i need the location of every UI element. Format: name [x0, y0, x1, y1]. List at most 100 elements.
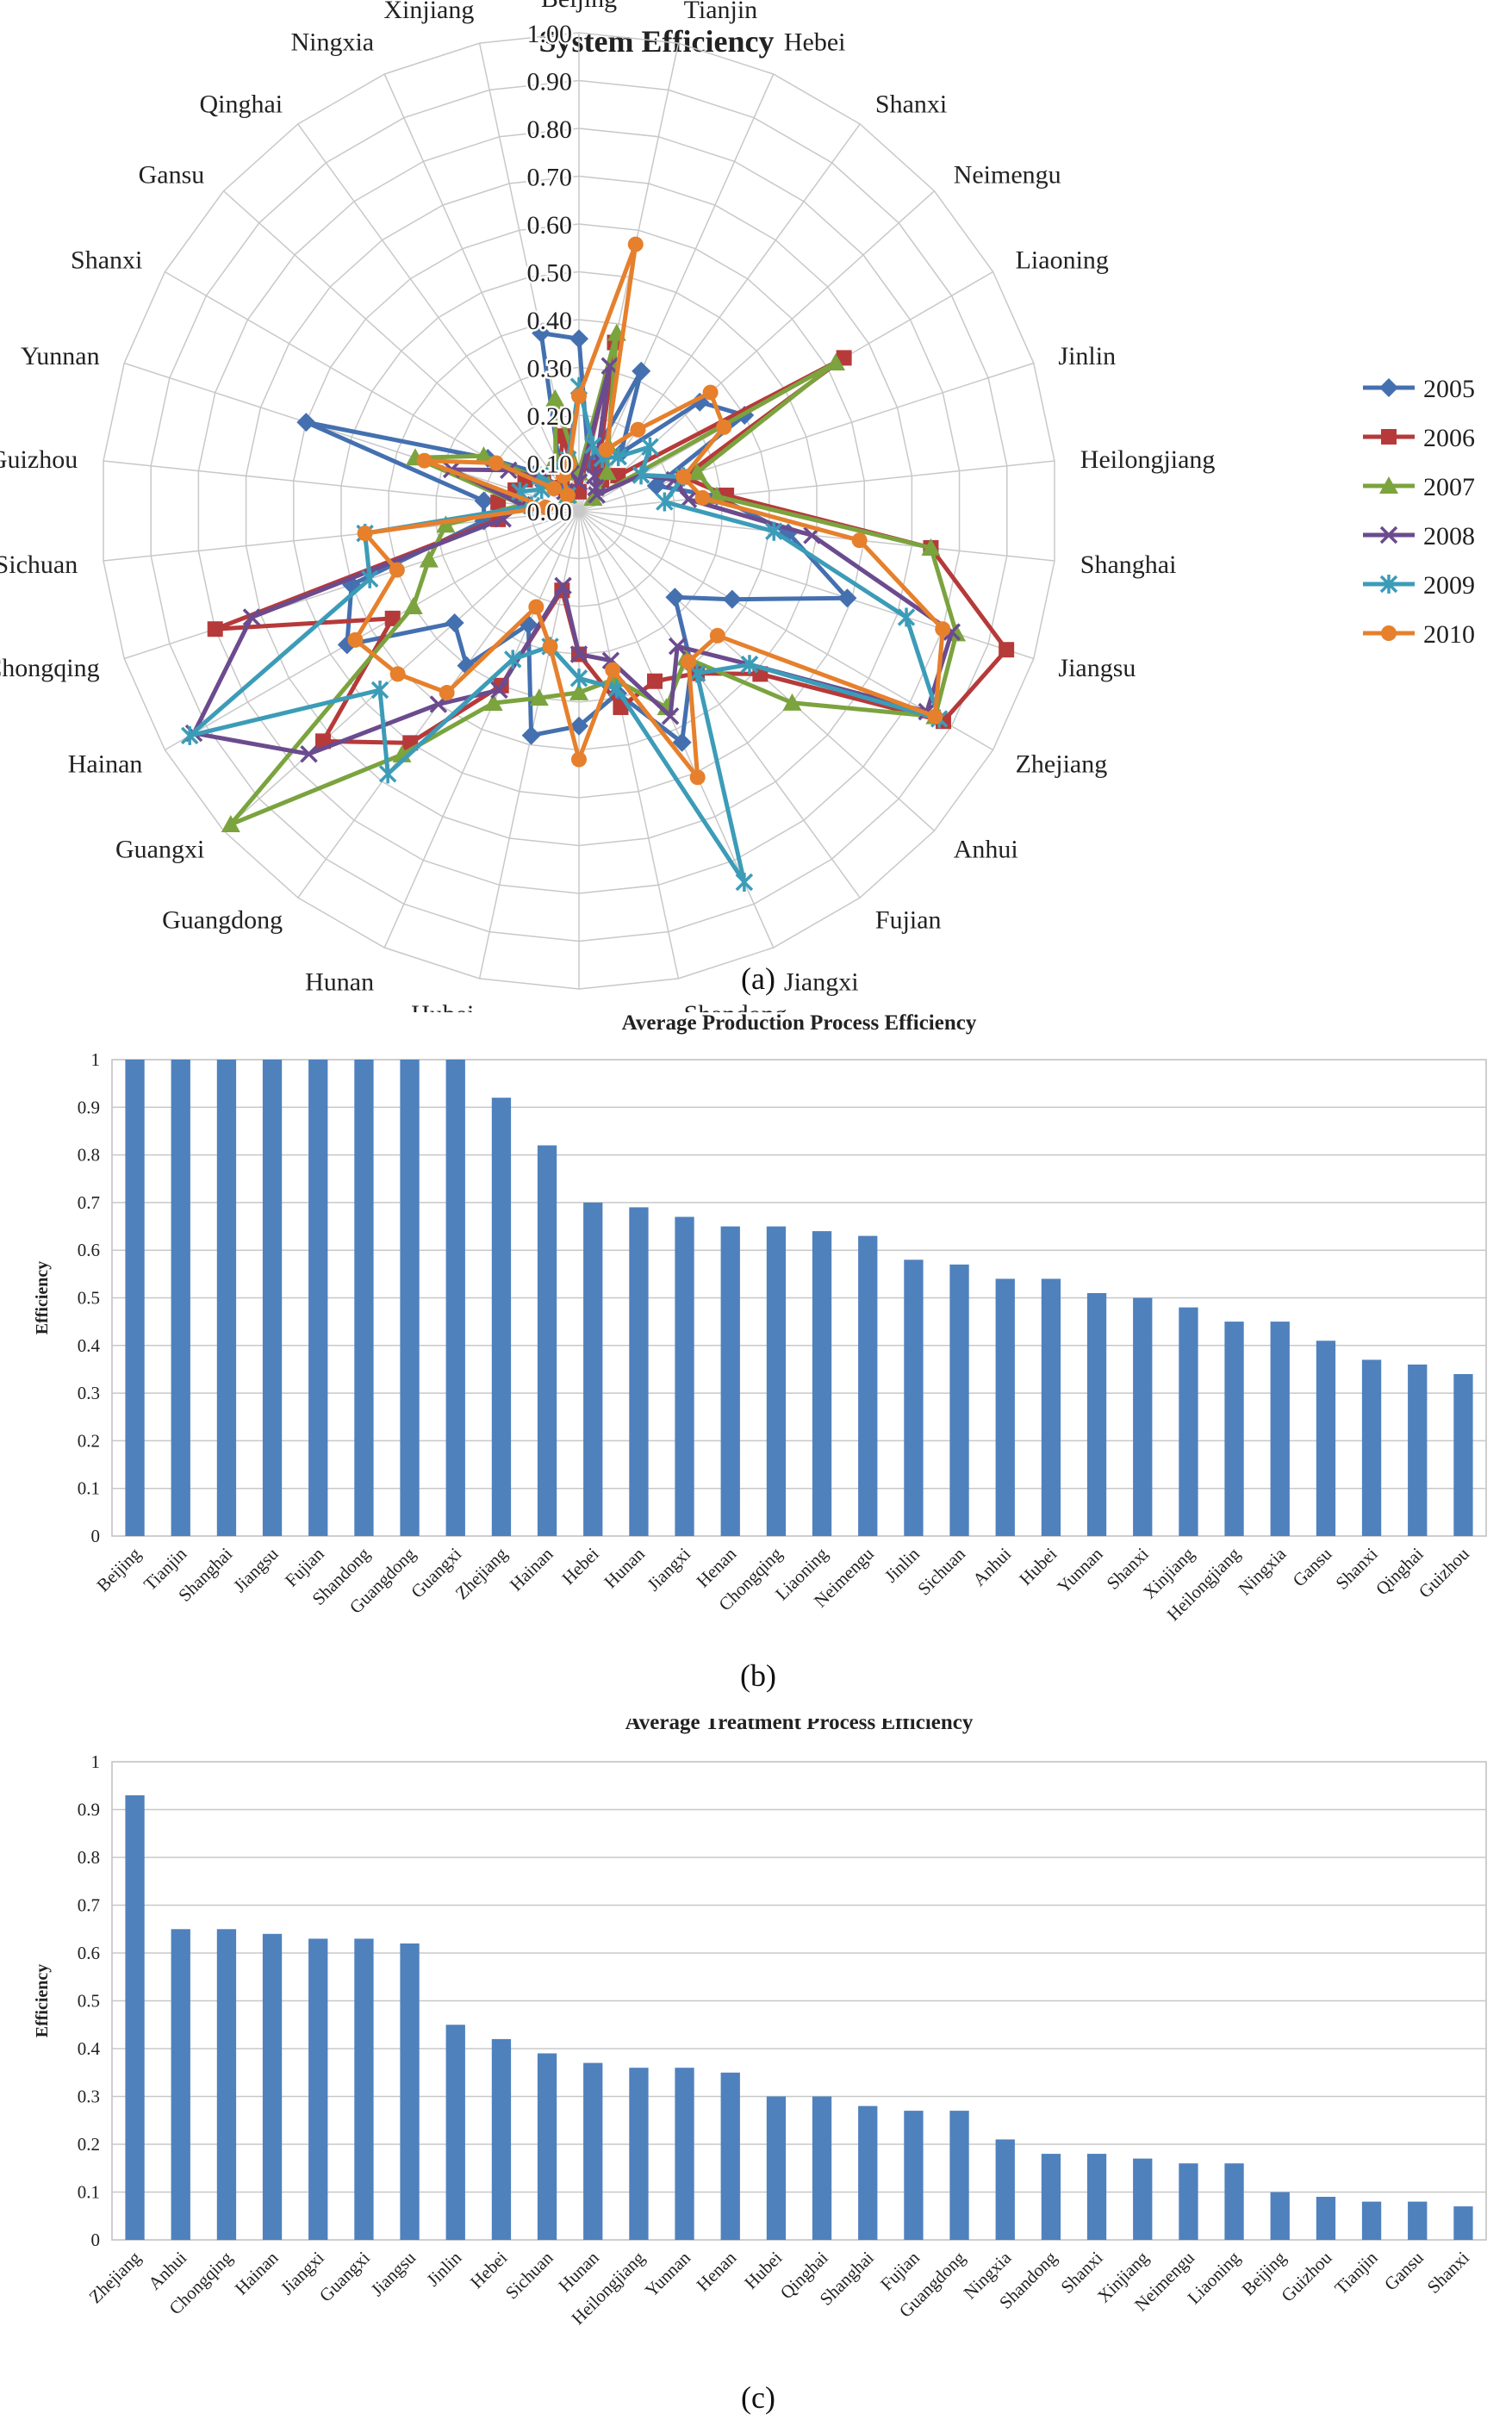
radar-label-shandong: Shandong — [684, 1000, 787, 1012]
bar-c-bar-guangxi — [354, 1938, 374, 2240]
radar-point-2006-jiangxi — [647, 673, 663, 689]
figure-c: Average Treatment Process Efficiency Eff… — [0, 1711, 1512, 2428]
radar-point-2010-shanghai — [851, 532, 868, 549]
bar-b-ytick: 0.8 — [78, 1145, 100, 1166]
radar-point-2009-liaoning — [632, 465, 650, 485]
bar-b-ylabel: Efficiency — [33, 1261, 52, 1335]
bar-b-bar-guizhou — [1453, 1374, 1473, 1536]
bar-b-xlabel-hainan: Hainan — [506, 1543, 557, 1595]
legend-label: 2008 — [1423, 522, 1475, 550]
radar-rtick: 0.90 — [527, 68, 573, 96]
bar-b-xlabel-gansu: Gansu — [1289, 1543, 1336, 1590]
figure-a: System Efficiency BeijingTianjinHebeiSha… — [0, 0, 1512, 1040]
radar-point-2010-anhui — [709, 627, 725, 644]
radar-point-2010-jinlin — [675, 469, 692, 485]
radar-point-2009-tianjin — [583, 435, 602, 455]
radar-point-2008-hubei — [554, 576, 572, 595]
bar-c-ytick: 0.5 — [78, 1991, 100, 2012]
bar-b-ytick: 0.6 — [78, 1240, 100, 1260]
legend-marker — [1379, 526, 1398, 544]
legend-marker — [1379, 575, 1398, 594]
bar-c-xlabel-hainan: Hainan — [231, 2247, 283, 2298]
bar-c-bar-chongqing — [216, 1929, 237, 2241]
radar-point-2009-heilongjiang — [656, 492, 674, 512]
radar-category-labels: Beijing Tianjin Hebei Shanxi Neimengu Liaonin… — [0, 0, 1215, 1040]
bar-c-ytick: 0.3 — [78, 2087, 100, 2107]
bar-c-bar-neimengu — [1179, 2163, 1198, 2240]
radar-point-2005-hubei — [521, 725, 541, 745]
radar-label-hainan: Hainan — [68, 750, 143, 779]
bar-c-xlabel-gansu: Gansu — [1380, 2247, 1428, 2294]
legend-marker — [1379, 378, 1398, 397]
panel-label-c: (c) — [741, 2380, 775, 2415]
radar-point-2010-gansu — [546, 481, 563, 497]
radar-point-2010-shanxi — [488, 455, 504, 471]
legend-marker — [1381, 625, 1397, 641]
radar-point-2010-zhejiang — [927, 708, 943, 725]
bar-b-bar-shandong — [354, 1060, 374, 1536]
radar-spoke — [578, 190, 935, 512]
bar-c-bar-gansu — [1408, 2201, 1428, 2240]
radar-point-2010-ningxia — [555, 468, 571, 484]
bar-b-bar-heilongjiang — [1224, 1322, 1244, 1536]
radar-point-2009-neimengu — [641, 437, 659, 457]
radar-label-anhui: Anhui — [954, 835, 1018, 863]
radar-point-2010-jiangxi — [689, 769, 706, 786]
bar-c-xlabels: Zhejiang AnhuiChongqingHainanJiangxiGuang… — [84, 2247, 1473, 2329]
radar-label-shanxi: Shanxi — [875, 90, 947, 119]
bar-b-bar-hunan — [629, 1207, 649, 1536]
bar-b-bars — [125, 1060, 1473, 1536]
bar-b-xlabel-beijing: Beijing — [92, 1543, 145, 1595]
radar-spoke — [123, 362, 580, 512]
bar-b-bar-zhejiang — [491, 1098, 512, 1536]
radar-spoke — [578, 460, 1055, 512]
bar-b-bar-yunnan — [1086, 1293, 1107, 1536]
bar-c-ytick: 0.2 — [78, 2134, 100, 2155]
bar-b-ytick: 0.2 — [78, 1430, 100, 1451]
bar-c-bar-jiangxi — [308, 1938, 328, 2240]
radar-point-2007-shanxi — [597, 463, 617, 481]
bar-c-xlabel-jiangsu: Jiangsu — [367, 2247, 420, 2300]
bar-b-bar-shanxi — [1133, 1297, 1153, 1536]
bar-b-ytick: 0.3 — [78, 1383, 100, 1403]
radar-point-2008-guangxi — [300, 745, 318, 763]
bar-b-bar-anhui — [995, 1278, 1015, 1536]
radar-point-2005-beijing — [569, 329, 588, 349]
radar-point-2007-chongqing — [419, 550, 439, 568]
bar-b-bar-qinghai — [1408, 1364, 1428, 1536]
radar-point-2009-chongqing — [360, 569, 379, 588]
radar-point-2005-jiangsu — [837, 588, 857, 608]
radar-label-fujian: Fujian — [875, 905, 942, 934]
radar-point-2006-jiangsu — [999, 642, 1015, 658]
figure-b: Average Production Process Efficiency Ef… — [0, 1011, 1512, 1719]
radar-point-2008-shanxi — [587, 478, 605, 497]
legend-marker — [1381, 429, 1397, 445]
radar-spoke — [297, 123, 580, 512]
bar-c-bar-fujian — [904, 2111, 924, 2240]
bar-c-xlabel-shanxi: Shanxi — [1423, 2247, 1473, 2297]
radar-label-jiangxi: Jiangxi — [784, 967, 859, 996]
radar-point-2005-guizhou — [474, 491, 494, 511]
bar-c-bars — [125, 1794, 1473, 2241]
bar-c-yticks: 0 0.1 0.2 0.3 0.4 0.5 0.6 0.7 0.8 0.9 1 — [78, 1751, 101, 2250]
bar-b-ytick: 0.4 — [78, 1335, 101, 1356]
bar-b-bar-beijing — [125, 1060, 145, 1536]
radar-label-hubei: Hubei — [411, 1000, 474, 1012]
radar-point-2010-hunan — [528, 599, 544, 615]
radar-point-2007-shanghai — [921, 538, 941, 556]
radar-point-2010-heilongjiang — [694, 489, 711, 506]
radar-point-2008-jiangxi — [661, 707, 680, 725]
bar-c-bar-jinlin — [445, 2025, 465, 2241]
radar-point-2007-henan — [569, 682, 588, 700]
bar-b-bar-jiangxi — [675, 1216, 694, 1536]
radar-point-2007-liaoning — [825, 352, 845, 370]
radar-point-2010-guizhou — [538, 499, 554, 515]
bar-b-bar-jiangsu — [262, 1060, 283, 1536]
bar-c-ytick: 0.7 — [78, 1895, 100, 1916]
bar-c-bar-heilongjiang — [629, 2068, 649, 2240]
bar-c-bar-beijing — [1270, 2192, 1290, 2240]
radar-point-2009-guangdong — [378, 764, 397, 784]
radar-rtick: 0.80 — [527, 115, 573, 144]
bar-c-bar-guangdong — [949, 2111, 969, 2240]
bar-c-gridlines — [111, 1761, 1487, 2241]
